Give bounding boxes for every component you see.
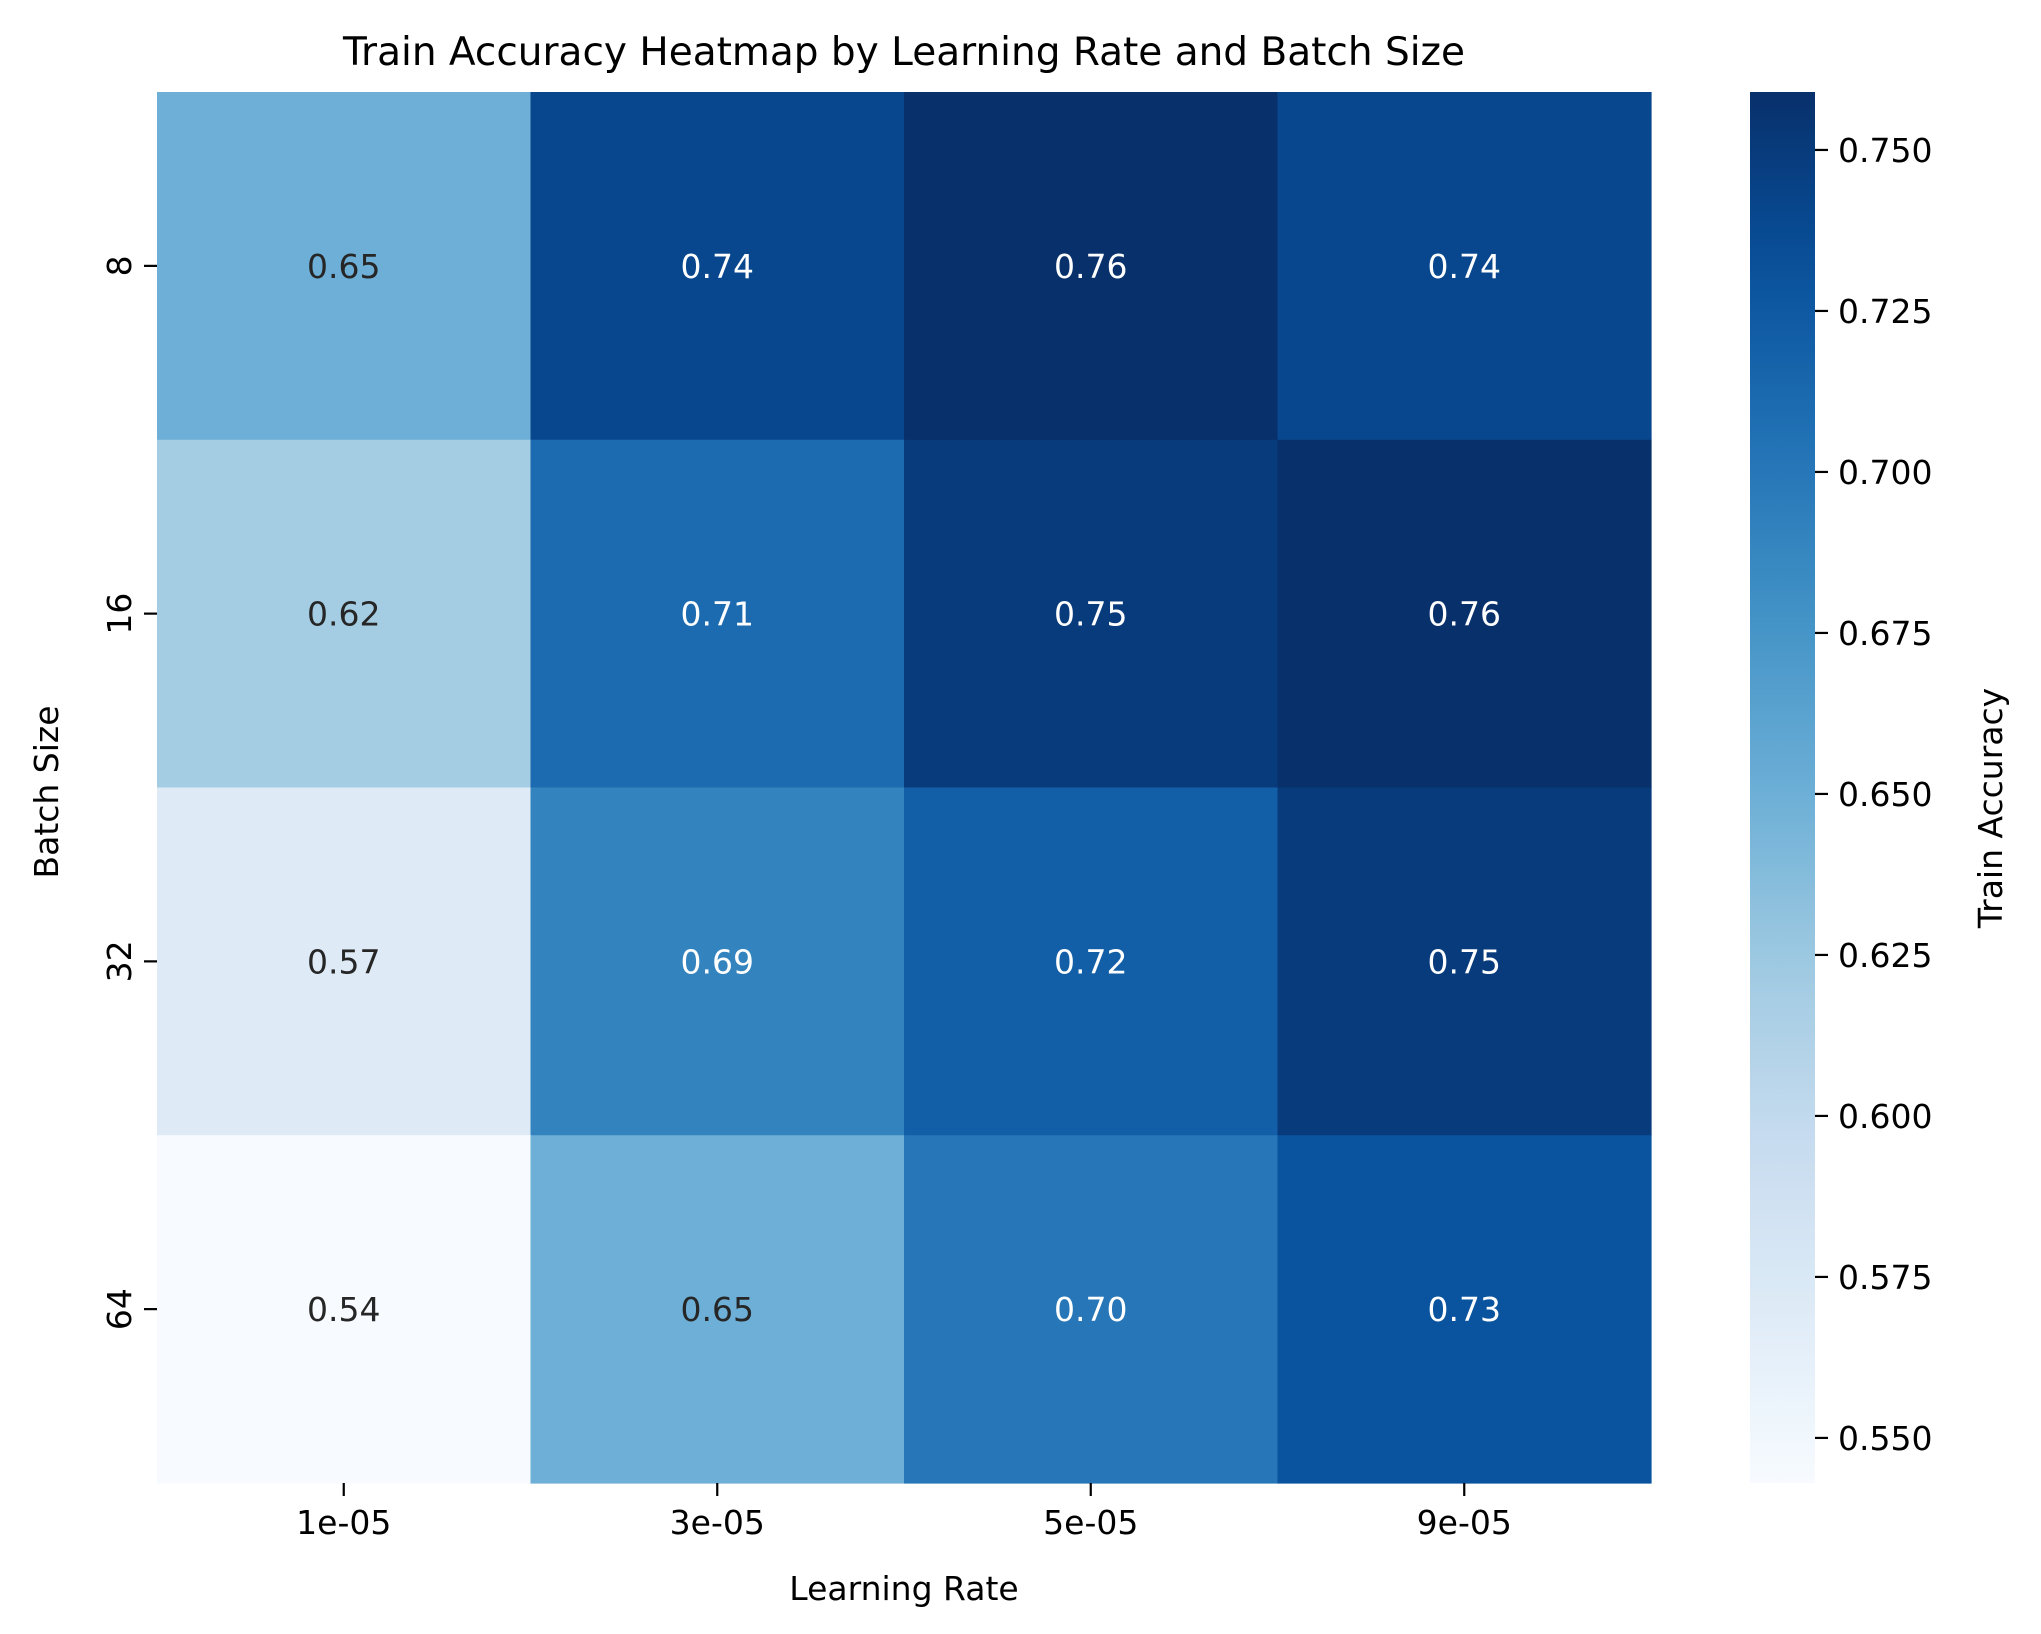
heatmap-cells: 0.65 0.74 0.76 0.74 0.62 0.71 0.75 0.76 0.57 0.69… [157, 92, 1652, 1484]
cell-value-label: 0.65 [681, 1290, 754, 1329]
cell-value-label: 0.74 [1428, 247, 1501, 286]
x-tick-label: 5e-05 [1043, 1503, 1138, 1542]
colorbar-title: Train Accuracy [1971, 688, 2010, 929]
x-tick-label: 1e-05 [296, 1503, 391, 1542]
cell-value-label: 0.75 [1428, 942, 1501, 981]
colorbar-tick-label: 0.725 [1838, 292, 1932, 331]
cell-value-label: 0.71 [681, 595, 754, 634]
cell-value-label: 0.74 [681, 247, 754, 286]
cell-value-label: 0.76 [1054, 247, 1127, 286]
y-tick-label: 32 [100, 940, 139, 982]
colorbar-tick-label: 0.750 [1838, 131, 1932, 170]
chart-title: Train Accuracy Heatmap by Learning Rate … [342, 30, 1465, 75]
x-tick-label: 3e-05 [670, 1503, 765, 1542]
x-tick-label: 9e-05 [1417, 1503, 1512, 1542]
colorbar-gradient [1750, 92, 1815, 1483]
y-axis: 8 16 32 64 [100, 255, 157, 1330]
cell-value-label: 0.73 [1428, 1290, 1501, 1329]
colorbar-tick-label: 0.700 [1838, 453, 1932, 492]
y-axis-title: Batch Size [27, 705, 66, 878]
cell-value-label: 0.65 [307, 247, 380, 286]
cell-value-label: 0.76 [1428, 595, 1501, 634]
colorbar-tick-label: 0.675 [1838, 614, 1932, 653]
x-axis-title: Learning Rate [789, 1569, 1018, 1608]
cell-value-label: 0.54 [307, 1290, 380, 1329]
colorbar-tick-label: 0.575 [1838, 1258, 1932, 1297]
x-axis: 1e-05 3e-05 5e-05 9e-05 [296, 1483, 1512, 1542]
cell-value-label: 0.70 [1054, 1290, 1127, 1329]
cell-value-label: 0.69 [681, 942, 754, 981]
colorbar-tick-label: 0.650 [1838, 775, 1932, 814]
colorbar-tick-label: 0.600 [1838, 1097, 1932, 1136]
y-tick-label: 64 [100, 1288, 139, 1330]
cell-value-label: 0.72 [1054, 942, 1127, 981]
colorbar-tick-label: 0.550 [1838, 1419, 1932, 1458]
y-tick-label: 8 [100, 255, 139, 276]
colorbar-tick-label: 0.625 [1838, 936, 1932, 975]
cell-value-label: 0.62 [307, 595, 380, 634]
y-tick-label: 16 [100, 593, 139, 635]
colorbar: 0.550 0.575 0.600 0.625 0.650 0.675 0.700 0.725… [1750, 92, 1932, 1483]
cell-value-label: 0.75 [1054, 595, 1127, 634]
cell-value-label: 0.57 [307, 942, 380, 981]
